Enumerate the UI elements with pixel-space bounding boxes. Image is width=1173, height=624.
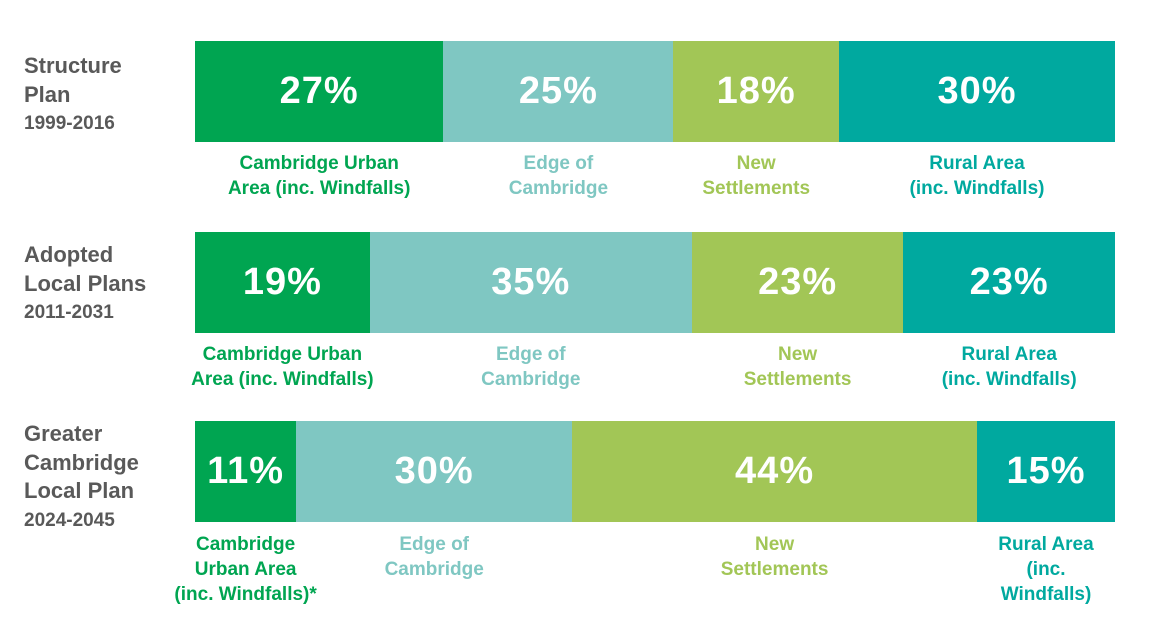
stacked-bar: 27% 25% 18% 30%: [195, 41, 1115, 142]
bar-segment-rural-area: 30%: [838, 41, 1115, 142]
value-label: 27%: [279, 70, 359, 112]
category-label: New Settlements: [743, 344, 852, 390]
row-label: Greater Cambridge Local Plan 2024-2045: [24, 420, 139, 535]
bar-segment-cambridge-urban-area: 11%: [195, 421, 297, 522]
category-label: Rural Area (inc. Windfalls): [909, 153, 1045, 199]
bar-segment-rural-area: 23%: [903, 232, 1115, 333]
value-label: 30%: [937, 70, 1017, 112]
bar-segment-cambridge-urban-area: 19%: [195, 232, 370, 333]
value-label: 15%: [1006, 450, 1086, 492]
value-label: 25%: [518, 70, 598, 112]
value-label: 23%: [758, 261, 838, 303]
row-title: Structure Plan: [24, 53, 122, 107]
row-title: Greater Cambridge Local Plan: [24, 421, 139, 503]
category-label: Rural Area (inc. Windfalls): [941, 344, 1077, 390]
row-label: Structure Plan 1999-2016: [24, 52, 122, 138]
value-label: 19%: [242, 261, 322, 303]
bar-segment-edge-of-cambridge: 35%: [369, 232, 692, 333]
category-label: Edge of Cambridge: [508, 153, 609, 199]
bar-segment-edge-of-cambridge: 25%: [443, 41, 674, 142]
bar-segment-cambridge-urban-area: 27%: [195, 41, 444, 142]
row-period: 1999-2016: [24, 113, 115, 134]
stacked-bar: 11% 30% 44% 15%: [195, 421, 1115, 522]
category-label: Edge of Cambridge: [384, 534, 484, 580]
bar-segment-rural-area: 15%: [976, 421, 1115, 522]
value-label: 11%: [207, 450, 285, 492]
category-label: Cambridge Urban Area (inc. Windfalls): [227, 153, 411, 199]
value-label: 35%: [491, 261, 571, 303]
row-title: Adopted Local Plans: [24, 242, 147, 296]
row-label: Adopted Local Plans 2011-2031: [24, 241, 146, 327]
row-period: 2011-2031: [24, 302, 114, 323]
bar-segment-new-settlements: 18%: [673, 41, 839, 142]
category-label: New Settlements: [702, 153, 811, 199]
bar-segment-edge-of-cambridge: 30%: [296, 421, 573, 522]
value-label: 18%: [716, 70, 796, 112]
category-label: Cambridge Urban Area (inc. Windfalls)*: [174, 534, 317, 605]
value-label: 30%: [394, 450, 474, 492]
value-label: 23%: [969, 261, 1049, 303]
stacked-bar: 19% 35% 23% 23%: [195, 232, 1115, 333]
category-label: Edge of Cambridge: [481, 344, 581, 390]
category-label: Cambridge Urban Area (inc. Windfalls): [191, 344, 374, 390]
bar-segment-new-settlements: 44%: [572, 421, 977, 522]
category-label: New Settlements: [720, 534, 829, 580]
row-period: 2024-2045: [24, 509, 115, 531]
category-label: Rural Area (inc. Windfalls): [998, 534, 1094, 605]
bar-segment-new-settlements: 23%: [691, 232, 904, 333]
value-label: 44%: [735, 450, 815, 492]
